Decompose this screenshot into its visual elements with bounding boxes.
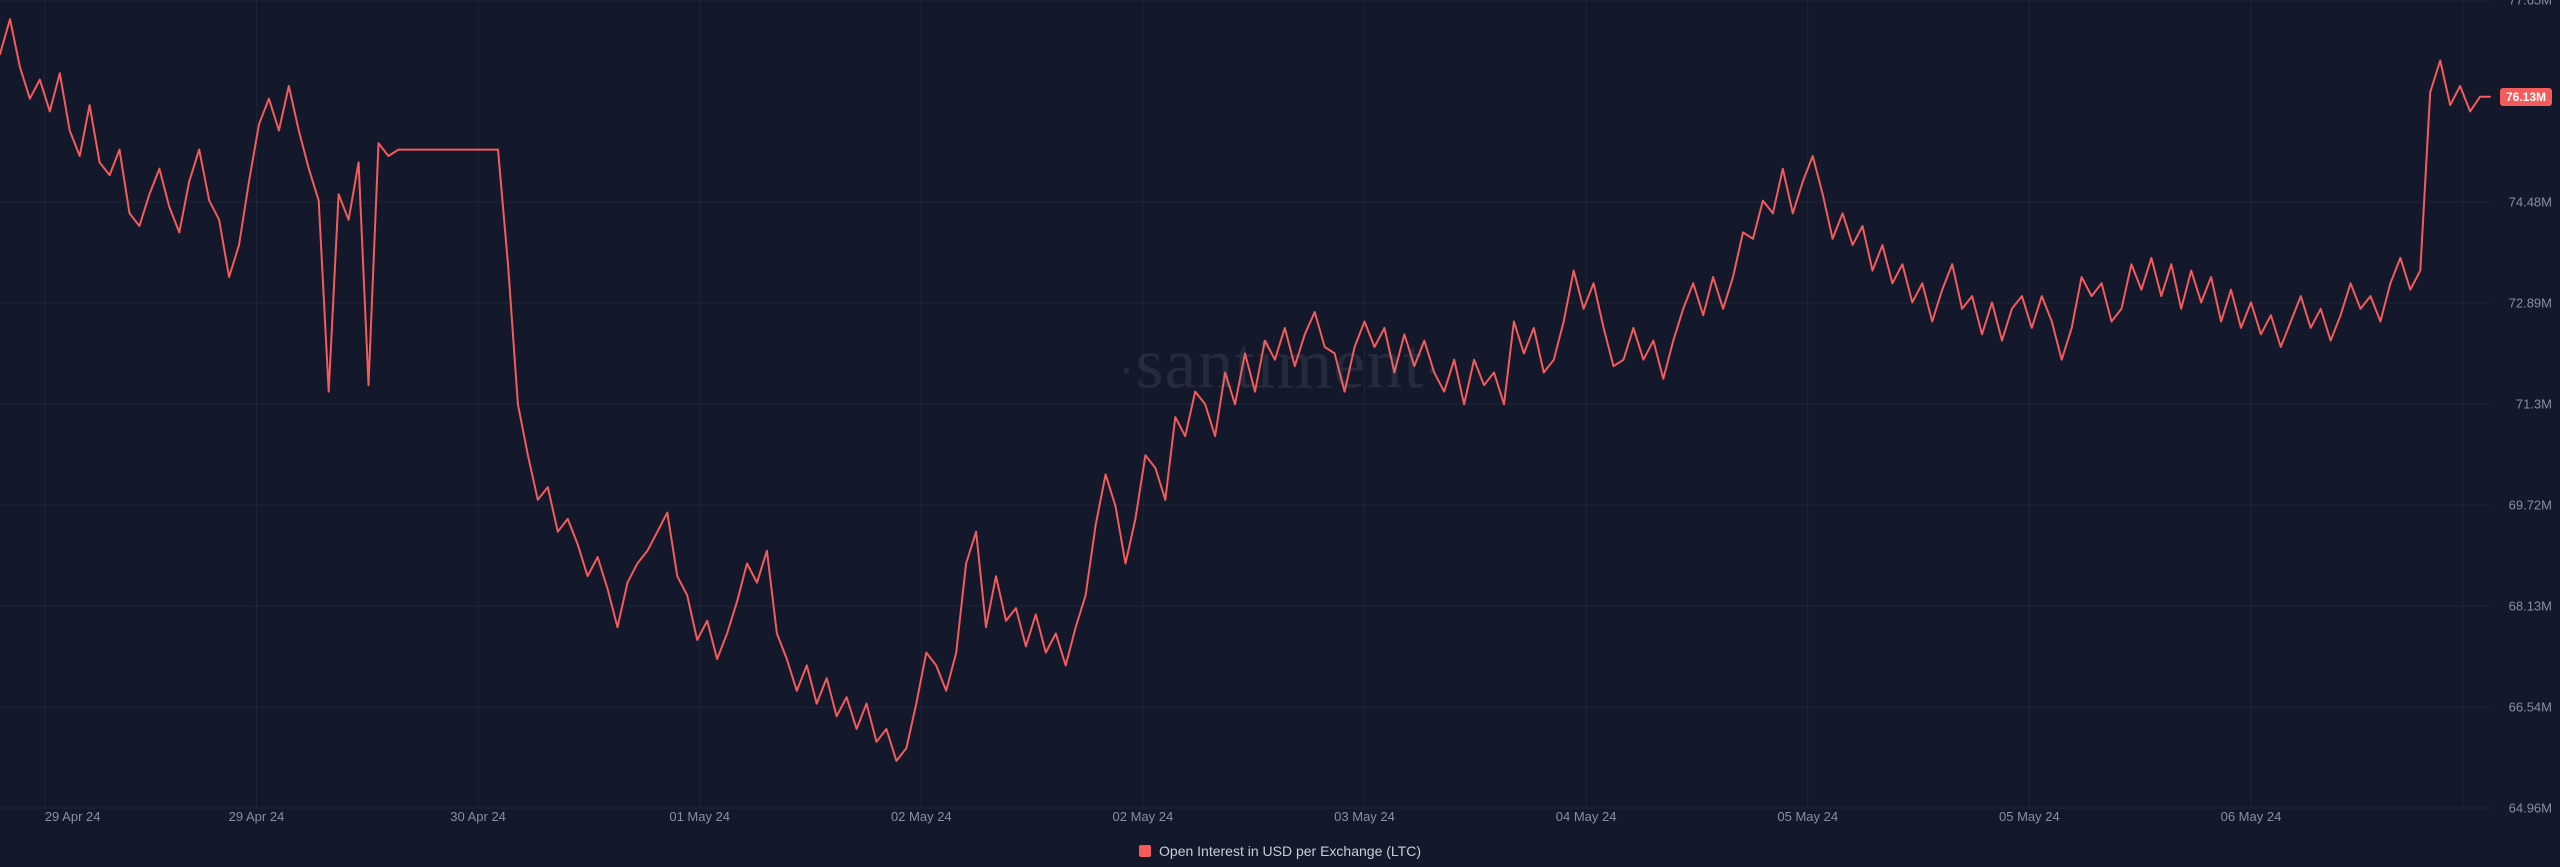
y-tick-label: 68.13M <box>2509 599 2552 614</box>
x-axis: 29 Apr 24 29 Apr 24 30 Apr 24 01 May 24 02 M… <box>0 809 2560 829</box>
legend-swatch <box>1139 845 1151 857</box>
legend-label: Open Interest in USD per Exchange (LTC) <box>1159 843 1421 859</box>
y-axis: 77.65M 74.48M 72.89M 71.3M 69.72M 68.13M 66.54… <box>2490 0 2560 867</box>
y-tick-label: 77.65M <box>2509 0 2552 8</box>
x-tick-label: 29 Apr 24 <box>229 809 285 824</box>
x-tick-label: 05 May 24 <box>1777 809 1838 824</box>
y-tick-label: 74.48M <box>2509 194 2552 209</box>
x-tick-label: 01 May 24 <box>669 809 730 824</box>
x-tick-label: 30 Apr 24 <box>450 809 506 824</box>
x-tick-label: 29 Apr 24 <box>45 809 101 824</box>
y-tick-label: 71.3M <box>2516 397 2552 412</box>
x-tick-label: 05 May 24 <box>1999 809 2060 824</box>
y-tick-label: 66.54M <box>2509 700 2552 715</box>
chart-container: ·santiment· 77.65M74.48M72.89M71.3M69.72… <box>0 0 2560 867</box>
series-line <box>0 19 2490 761</box>
x-tick-label: 02 May 24 <box>1113 809 1174 824</box>
legend: Open Interest in USD per Exchange (LTC) <box>1139 843 1421 859</box>
y-tick-label: 72.89M <box>2509 296 2552 311</box>
chart-svg <box>0 0 2560 867</box>
current-value-badge: 76.13M <box>2500 88 2552 106</box>
x-tick-label: 03 May 24 <box>1334 809 1395 824</box>
x-tick-label: 02 May 24 <box>891 809 952 824</box>
x-tick-label: 04 May 24 <box>1556 809 1617 824</box>
current-value-label: 76.13M <box>2506 90 2546 104</box>
y-tick-label: 69.72M <box>2509 497 2552 512</box>
x-tick-label: 06 May 24 <box>2221 809 2282 824</box>
